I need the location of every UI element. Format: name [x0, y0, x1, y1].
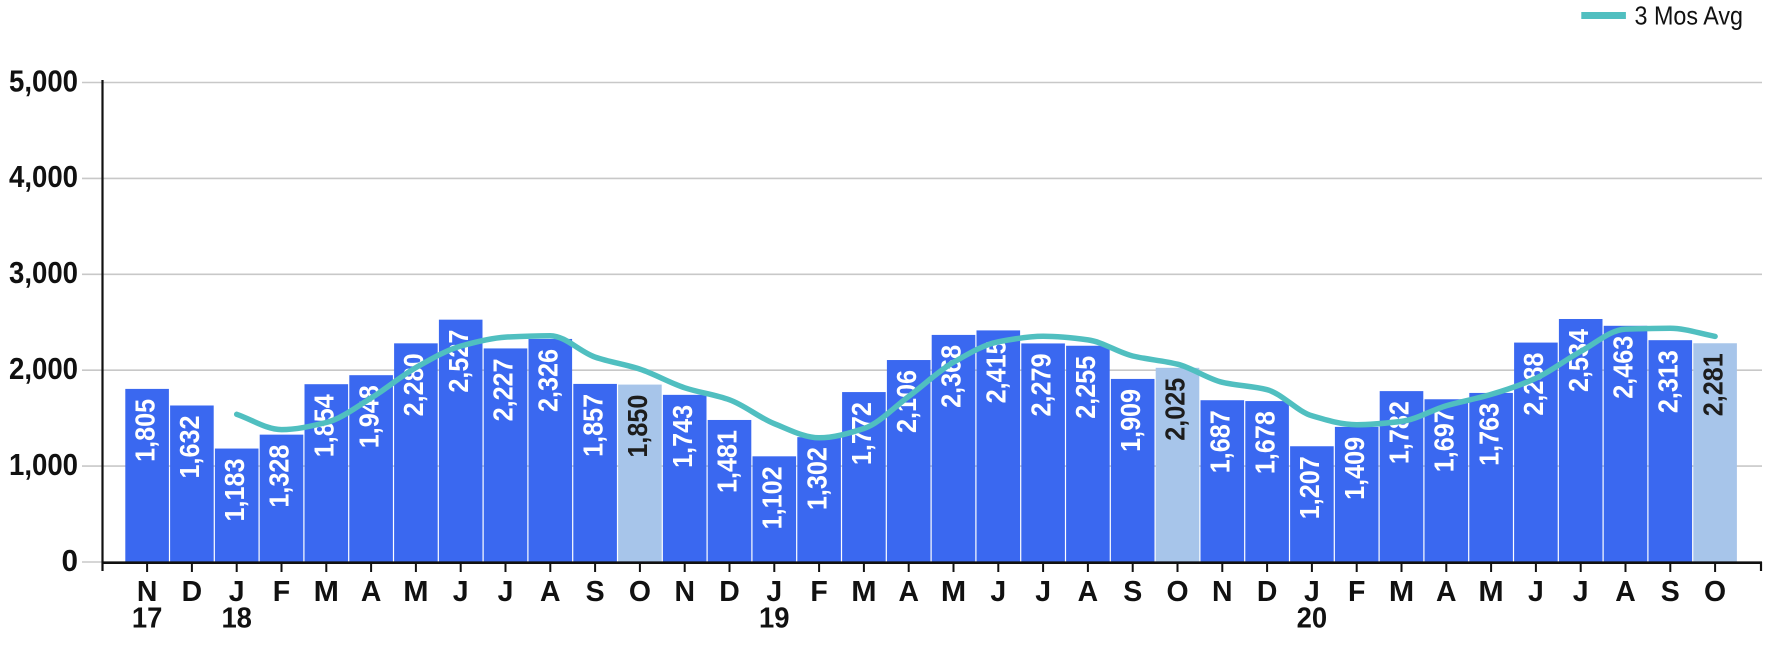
svg-text:1,328: 1,328	[264, 445, 295, 508]
svg-text:J: J	[229, 576, 245, 608]
svg-text:D: D	[1257, 576, 1278, 608]
svg-text:2,227: 2,227	[488, 358, 519, 421]
svg-text:J: J	[1528, 576, 1544, 608]
svg-text:M: M	[403, 576, 428, 608]
svg-text:1,102: 1,102	[757, 466, 788, 529]
svg-text:2,463: 2,463	[1608, 336, 1639, 399]
svg-text:N: N	[1212, 576, 1233, 608]
svg-text:D: D	[182, 576, 203, 608]
svg-text:A: A	[898, 576, 919, 608]
svg-text:2,415: 2,415	[981, 340, 1012, 403]
svg-text:F: F	[1348, 576, 1365, 608]
svg-text:O: O	[629, 576, 651, 608]
svg-text:1,782: 1,782	[1384, 401, 1415, 464]
svg-text:1,697: 1,697	[1429, 409, 1460, 472]
svg-text:1,409: 1,409	[1339, 437, 1370, 500]
svg-text:1,687: 1,687	[1205, 410, 1236, 473]
svg-text:1,909: 1,909	[1115, 389, 1146, 452]
svg-text:O: O	[1166, 576, 1188, 608]
svg-text:20: 20	[1297, 603, 1328, 635]
svg-text:2,527: 2,527	[443, 330, 474, 393]
svg-text:N: N	[137, 576, 158, 608]
svg-text:D: D	[719, 576, 740, 608]
svg-text:S: S	[586, 576, 605, 608]
svg-text:1,805: 1,805	[129, 399, 160, 462]
svg-text:O: O	[1704, 576, 1726, 608]
svg-text:A: A	[540, 576, 561, 608]
svg-text:N: N	[674, 576, 695, 608]
svg-text:1,000: 1,000	[9, 447, 78, 482]
svg-text:1,183: 1,183	[219, 459, 250, 522]
svg-text:1,678: 1,678	[1249, 411, 1280, 474]
svg-text:4,000: 4,000	[9, 159, 78, 194]
svg-text:A: A	[1436, 576, 1457, 608]
svg-text:18: 18	[221, 603, 252, 635]
svg-text:J: J	[990, 576, 1006, 608]
svg-text:2,281: 2,281	[1697, 353, 1728, 416]
svg-text:J: J	[498, 576, 514, 608]
svg-text:19: 19	[759, 603, 790, 635]
svg-text:J: J	[766, 576, 782, 608]
svg-text:A: A	[361, 576, 382, 608]
svg-text:M: M	[851, 576, 876, 608]
svg-text:1,481: 1,481	[712, 430, 743, 493]
svg-text:1,857: 1,857	[577, 394, 608, 457]
svg-text:F: F	[273, 576, 290, 608]
svg-text:1,302: 1,302	[801, 447, 832, 510]
svg-text:0: 0	[62, 543, 79, 578]
svg-text:A: A	[1078, 576, 1099, 608]
svg-text:3,000: 3,000	[9, 255, 78, 290]
svg-text:1,207: 1,207	[1294, 456, 1325, 519]
svg-text:M: M	[1478, 576, 1503, 608]
svg-text:1,850: 1,850	[622, 395, 653, 458]
svg-text:S: S	[1661, 576, 1680, 608]
svg-text:2,313: 2,313	[1653, 350, 1684, 413]
svg-text:2,000: 2,000	[9, 351, 78, 386]
svg-text:A: A	[1615, 576, 1636, 608]
svg-text:S: S	[1123, 576, 1142, 608]
svg-text:M: M	[1389, 576, 1414, 608]
svg-text:3 Mos Avg: 3 Mos Avg	[1635, 0, 1744, 30]
svg-text:5,000: 5,000	[9, 63, 78, 98]
svg-text:J: J	[1035, 576, 1051, 608]
svg-text:J: J	[453, 576, 469, 608]
svg-text:M: M	[941, 576, 966, 608]
svg-text:J: J	[1573, 576, 1589, 608]
svg-text:M: M	[314, 576, 339, 608]
svg-text:2,025: 2,025	[1160, 378, 1191, 441]
svg-text:2,279: 2,279	[1025, 353, 1056, 416]
svg-text:1,632: 1,632	[174, 415, 205, 478]
svg-text:J: J	[1304, 576, 1320, 608]
svg-text:17: 17	[132, 603, 163, 635]
svg-text:F: F	[810, 576, 827, 608]
svg-text:2,326: 2,326	[533, 349, 564, 412]
svg-text:1,743: 1,743	[667, 405, 698, 468]
svg-text:1,763: 1,763	[1473, 403, 1504, 466]
svg-text:2,255: 2,255	[1070, 356, 1101, 419]
